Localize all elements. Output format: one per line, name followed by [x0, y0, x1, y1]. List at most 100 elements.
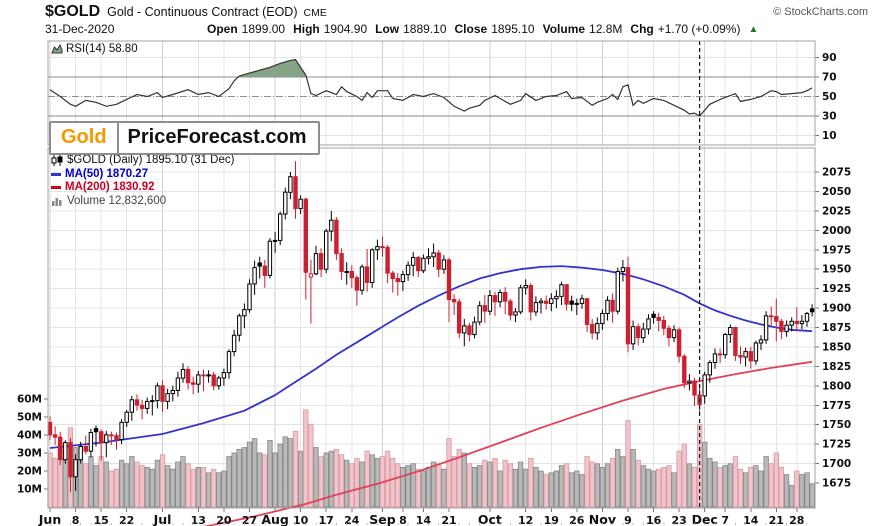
quote-label: Open: [207, 22, 238, 36]
indicator-area-icon: [51, 43, 63, 54]
legend-ma200-row: MA(200) 1830.92: [51, 181, 234, 195]
svg-text:50M: 50M: [17, 412, 42, 424]
quote-item: Low 1889.10: [375, 22, 446, 36]
quote-label: Close: [454, 22, 488, 36]
logo-box: Gold PriceForecast.com: [49, 121, 320, 155]
svg-text:1750: 1750: [822, 419, 851, 431]
ma50-line-swatch: [51, 172, 61, 176]
svg-text:2025: 2025: [822, 205, 851, 217]
svg-text:22: 22: [119, 514, 134, 526]
svg-text:21: 21: [769, 514, 784, 526]
rsi-overbought-fill: [238, 59, 307, 77]
svg-text:Jul: Jul: [153, 512, 172, 526]
svg-text:17: 17: [319, 514, 334, 526]
volume-bars-icon: [52, 198, 62, 207]
rsi-panel-border: [47, 40, 816, 146]
ohlc-quote-row: Open 1899.00 High 1904.90 Low 1889.10 Close 189…: [207, 22, 758, 36]
x-axis: Jun 8 15 22 Jul 13 20 27 Aug 10 17 24 Sep 8 14 21 Oct 12 1…: [38, 508, 808, 526]
legend-volume-text: Volume 12,832,600: [67, 194, 167, 207]
svg-text:21: 21: [441, 514, 456, 526]
svg-text:13: 13: [191, 514, 206, 526]
svg-text:7: 7: [721, 514, 729, 526]
quote-value: 1899.00: [241, 22, 286, 36]
copyright-watermark: © StockCharts.com: [773, 6, 868, 18]
svg-text:8: 8: [72, 514, 80, 526]
svg-text:Dec: Dec: [692, 512, 718, 526]
svg-text:Oct: Oct: [478, 512, 502, 526]
main-panel-border: [47, 147, 816, 509]
svg-text:20: 20: [216, 514, 232, 526]
rsi-line: [49, 58, 813, 117]
quote-item: Volume 12.8M: [543, 22, 623, 36]
svg-text:9: 9: [624, 514, 632, 526]
svg-text:1925: 1925: [822, 283, 851, 295]
svg-text:1825: 1825: [822, 361, 851, 373]
svg-text:1800: 1800: [822, 380, 851, 392]
svg-text:1700: 1700: [822, 458, 851, 470]
svg-text:15: 15: [94, 514, 109, 526]
svg-text:27: 27: [242, 514, 257, 526]
exchange-label: CME: [303, 7, 327, 19]
quote-value: 12.8M: [589, 22, 623, 36]
quote-value: +1.70 (+0.09%): [657, 22, 741, 36]
svg-text:70: 70: [822, 72, 837, 84]
quote-label: High: [293, 22, 320, 36]
quote-value: 1895.10: [491, 22, 535, 36]
legend-symbol-text: $GOLD (Daily) 1895.10 (31 Dec): [67, 154, 235, 166]
quote-item: High 1904.90: [293, 22, 367, 36]
rsi-label-text: RSI(14) 58.80: [66, 43, 138, 55]
quote-item: Close 1895.10: [455, 22, 535, 36]
candlesticks: [47, 161, 815, 493]
svg-text:30: 30: [822, 111, 837, 123]
svg-text:24: 24: [344, 514, 360, 526]
svg-text:10M: 10M: [17, 484, 42, 496]
svg-text:50: 50: [822, 91, 837, 103]
svg-text:2075: 2075: [822, 167, 851, 179]
quote-item: Chg +1.70 (+0.09%): [630, 22, 740, 36]
svg-text:14: 14: [416, 514, 432, 526]
change-up-icon: ▲: [748, 24, 759, 35]
quote-item: Open 1899.00: [207, 22, 285, 36]
svg-text:90: 90: [822, 52, 837, 64]
instrument-title: Gold - Continuous Contract (EOD): [107, 5, 298, 19]
svg-text:Jun: Jun: [38, 512, 61, 526]
svg-text:26: 26: [569, 514, 585, 526]
quote-value: 1904.90: [323, 22, 368, 36]
svg-text:1775: 1775: [822, 400, 851, 412]
svg-text:Nov: Nov: [589, 512, 616, 526]
svg-text:2050: 2050: [822, 186, 851, 198]
svg-text:1850: 1850: [822, 341, 851, 353]
quote-label: Volume: [542, 22, 586, 36]
svg-text:28: 28: [789, 514, 804, 526]
legend-symbol-row: $GOLD (Daily) 1895.10 (31 Dec): [51, 154, 234, 168]
ma50-line: [49, 265, 813, 449]
svg-text:Aug: Aug: [261, 512, 289, 526]
svg-text:19: 19: [544, 514, 559, 526]
legend-ma50-text: MA(50) 1870.27: [65, 167, 149, 180]
quote-value: 1889.10: [403, 22, 447, 36]
ticker-symbol: $GOLD: [45, 3, 101, 20]
svg-text:30M: 30M: [17, 448, 42, 460]
legend-volume-row: Volume 12,832,600: [51, 195, 234, 209]
svg-text:10: 10: [293, 514, 309, 526]
svg-text:2000: 2000: [822, 225, 851, 237]
quote-label: Low: [375, 22, 400, 36]
svg-text:1875: 1875: [822, 322, 851, 334]
svg-text:1900: 1900: [822, 303, 851, 315]
logo-site-name: PriceForecast.com: [127, 126, 307, 148]
svg-text:1975: 1975: [822, 244, 851, 256]
svg-text:14: 14: [743, 514, 759, 526]
svg-text:12: 12: [518, 514, 533, 526]
svg-text:20M: 20M: [17, 466, 42, 478]
svg-text:Sep: Sep: [369, 512, 395, 526]
header-title-row: $GOLD Gold - Continuous Contract (EOD) CME: [45, 3, 327, 21]
svg-text:40M: 40M: [17, 430, 42, 442]
legend-ma200-text: MA(200) 1830.92: [65, 181, 155, 193]
svg-text:1950: 1950: [822, 264, 851, 276]
svg-text:23: 23: [671, 514, 686, 526]
svg-text:60M: 60M: [17, 394, 42, 406]
legend-ma50-row: MA(50) 1870.27: [51, 168, 234, 182]
candlestick-icon: [51, 155, 63, 167]
